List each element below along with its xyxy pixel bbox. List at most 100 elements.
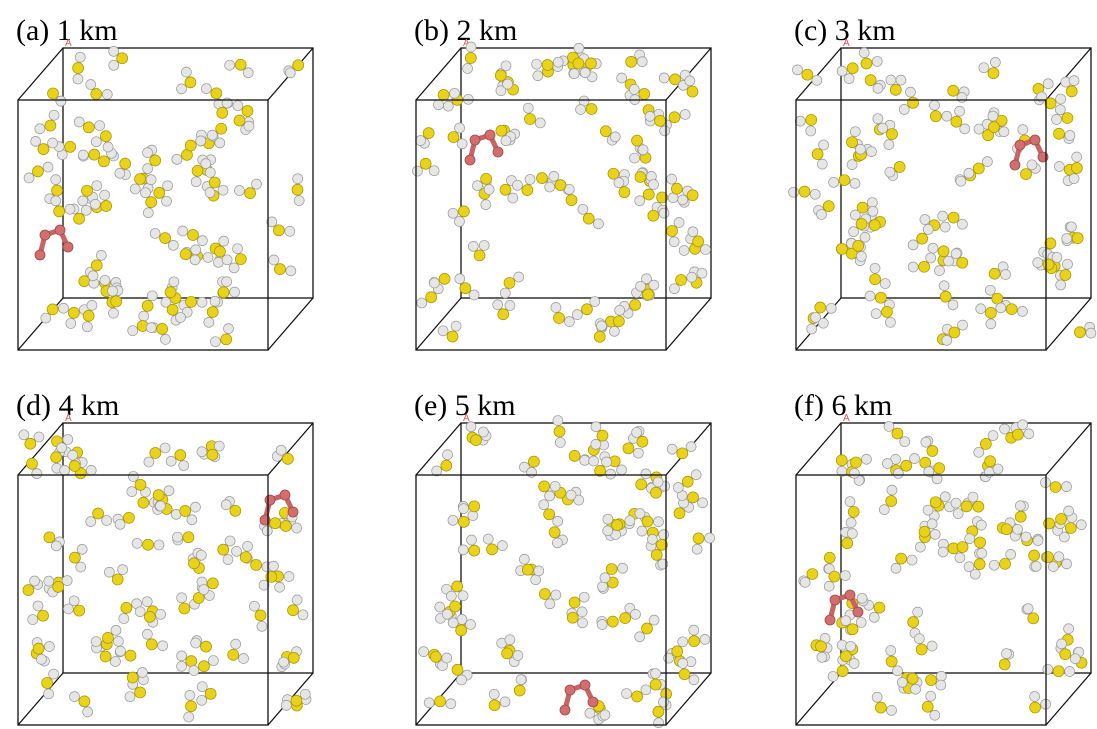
hydrogen [429, 166, 439, 176]
hydrogen [960, 124, 970, 134]
hydrogen [102, 89, 112, 99]
hydrogen [705, 533, 715, 543]
sulfur [186, 701, 197, 712]
sulfur [612, 520, 623, 531]
sulfur [456, 625, 467, 636]
molecule [1015, 501, 1028, 522]
sulfur [623, 443, 634, 454]
molecule [886, 75, 906, 95]
sulfur [1054, 128, 1065, 139]
molecule [42, 669, 59, 699]
hydrogen [653, 477, 663, 487]
sulfur [54, 206, 65, 217]
molecule [871, 306, 895, 327]
hydrogen [150, 228, 160, 238]
hydrogen [649, 615, 659, 625]
sulfur [922, 701, 933, 712]
molecule [926, 671, 947, 690]
hydrogen [160, 443, 170, 453]
hydrogen [999, 127, 1009, 137]
sulfur [142, 300, 153, 311]
molecule [678, 76, 698, 97]
hydrogen [222, 255, 232, 265]
sulfur [853, 240, 864, 251]
sulfur [458, 206, 469, 217]
hydrogen [162, 196, 172, 206]
sulfur [687, 86, 698, 97]
box-edge [268, 423, 313, 475]
hydrogen [673, 483, 683, 493]
hydrogen [968, 492, 978, 502]
hydrogen [172, 154, 182, 164]
hydrogen [49, 110, 59, 120]
hydrogen [921, 437, 931, 447]
hydrogen [34, 432, 44, 442]
sulfur [73, 62, 84, 73]
sulfur [934, 463, 945, 474]
hydrogen [234, 186, 244, 196]
hydrogen [284, 571, 294, 581]
hydrogen [900, 437, 910, 447]
hydrogen [930, 710, 940, 720]
hydrogen [68, 450, 78, 460]
molecule [1054, 128, 1075, 143]
hydrogen [497, 541, 507, 551]
sulfur [481, 173, 492, 184]
hydrogen [443, 101, 453, 111]
hydrogen [905, 87, 915, 97]
sulfur [573, 58, 584, 69]
hydrogen [955, 553, 965, 563]
hydrogen [218, 185, 228, 195]
hydrogen [1031, 561, 1041, 571]
sulfur [216, 123, 227, 134]
molecule [650, 477, 669, 498]
sulfur [150, 155, 161, 166]
hydrogen [659, 530, 669, 540]
sulfur [674, 508, 685, 519]
sulfur [211, 88, 222, 99]
hydrogen [800, 577, 810, 587]
sulfur [630, 299, 641, 310]
hydrogen [849, 468, 859, 478]
hydrogen [87, 300, 97, 310]
hydrogen [223, 555, 233, 565]
hydrogen [197, 695, 207, 705]
sulfur [957, 257, 968, 268]
sulfur [207, 449, 218, 460]
hydrogen [203, 252, 213, 262]
molecule [225, 59, 254, 78]
hydrogen [102, 515, 112, 525]
sulfur [566, 195, 577, 206]
sulfur [850, 457, 861, 468]
hydrogen [434, 100, 444, 110]
sulfur [815, 641, 826, 652]
hydrogen [77, 544, 87, 554]
hydrogen [637, 526, 647, 536]
hydrogen [69, 596, 79, 606]
highlight-atom [565, 685, 575, 695]
highlight-atom [265, 495, 275, 505]
hydrogen [550, 481, 560, 491]
sulfur [916, 644, 927, 655]
sulfur [282, 453, 293, 464]
hydrogen [292, 523, 302, 533]
sulfur [180, 249, 191, 260]
hydrogen [866, 147, 876, 157]
molecule [150, 228, 178, 250]
molecule [1022, 604, 1039, 624]
hydrogen [855, 144, 865, 154]
sulfur [522, 185, 533, 196]
sulfur [205, 688, 216, 699]
sulfur [619, 187, 630, 198]
sulfur [293, 60, 304, 71]
molecule [1074, 322, 1095, 338]
sulfur [458, 516, 469, 527]
molecule [269, 255, 296, 276]
hydrogen [654, 718, 664, 728]
sulfur [636, 479, 647, 490]
hydrogen [659, 208, 669, 218]
hydrogen [591, 439, 601, 449]
sulfur [138, 497, 149, 508]
hydrogen [65, 204, 75, 214]
sulfur [127, 672, 138, 683]
